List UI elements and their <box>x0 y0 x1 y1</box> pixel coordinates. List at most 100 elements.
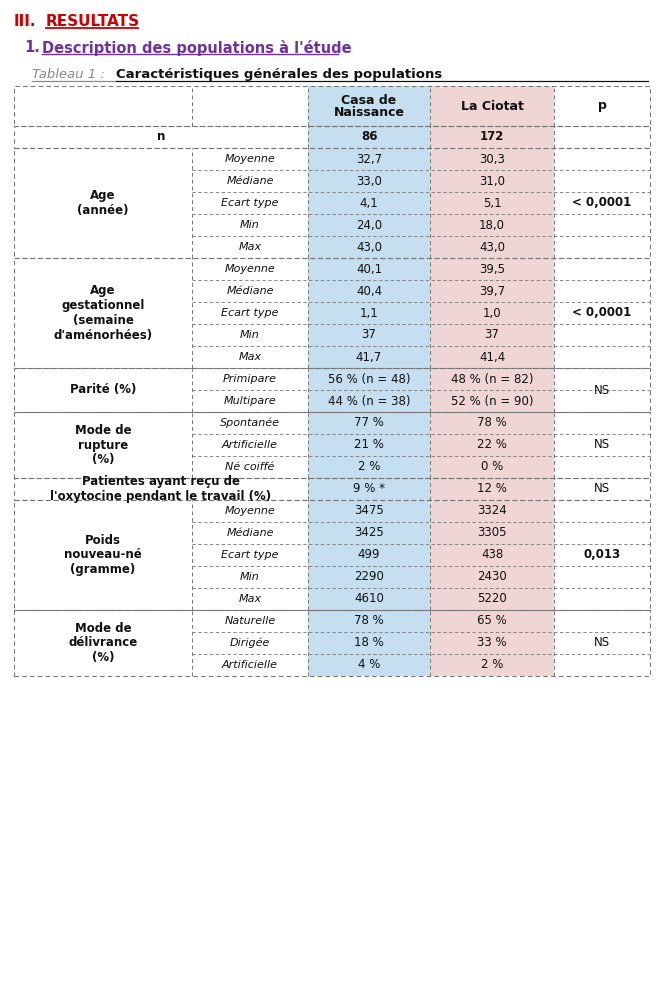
Text: Poids
nouveau-né
(gramme): Poids nouveau-né (gramme) <box>64 534 142 576</box>
Text: 33,0: 33,0 <box>356 175 382 187</box>
Bar <box>308 478 430 500</box>
Bar <box>308 368 430 412</box>
Text: 33 %: 33 % <box>477 637 507 650</box>
Text: 4610: 4610 <box>354 592 384 605</box>
Bar <box>430 610 554 676</box>
Text: 37: 37 <box>484 328 500 341</box>
Bar <box>430 86 554 126</box>
Text: 2 %: 2 % <box>481 659 503 672</box>
Text: 41,7: 41,7 <box>356 350 382 363</box>
Bar <box>14 148 650 258</box>
Bar <box>14 478 650 500</box>
Text: 5,1: 5,1 <box>483 196 502 209</box>
Text: Artificielle: Artificielle <box>222 440 278 450</box>
Text: Ecart type: Ecart type <box>221 198 279 208</box>
Bar <box>430 126 554 148</box>
Text: 499: 499 <box>358 549 380 561</box>
Bar <box>308 412 430 478</box>
Text: 3475: 3475 <box>354 505 384 518</box>
Text: Max: Max <box>238 352 261 362</box>
Text: 0,013: 0,013 <box>584 549 620 561</box>
Bar <box>430 500 554 610</box>
Text: 3305: 3305 <box>478 527 507 540</box>
Text: Mode de
rupture
(%): Mode de rupture (%) <box>75 424 131 466</box>
Text: 3425: 3425 <box>354 527 384 540</box>
Text: 78 %: 78 % <box>477 417 507 430</box>
Text: 78 %: 78 % <box>354 614 384 628</box>
Text: Casa de: Casa de <box>342 93 397 106</box>
Text: 48 % (n = 82): 48 % (n = 82) <box>451 373 533 386</box>
Text: 18 %: 18 % <box>354 637 384 650</box>
Text: 4,1: 4,1 <box>360 196 378 209</box>
Text: 3324: 3324 <box>477 505 507 518</box>
Text: Spontanée: Spontanée <box>220 418 280 429</box>
Text: NS: NS <box>594 637 610 650</box>
Text: Min: Min <box>240 572 260 582</box>
Text: 37: 37 <box>362 328 376 341</box>
Text: Mode de
délivrance
(%): Mode de délivrance (%) <box>69 622 137 665</box>
Text: NS: NS <box>594 482 610 495</box>
Text: 32,7: 32,7 <box>356 153 382 166</box>
Bar <box>14 86 650 126</box>
Text: n: n <box>157 131 165 144</box>
Bar <box>308 258 430 368</box>
Text: Max: Max <box>238 242 261 252</box>
Text: Moyenne: Moyenne <box>225 154 275 164</box>
Text: NS: NS <box>594 384 610 397</box>
Text: Naissance: Naissance <box>334 106 404 119</box>
Bar <box>430 258 554 368</box>
Text: 41,4: 41,4 <box>479 350 505 363</box>
Text: 172: 172 <box>480 131 504 144</box>
Text: 2290: 2290 <box>354 570 384 583</box>
Text: Tableau 1 :: Tableau 1 : <box>32 68 109 81</box>
Text: Moyenne: Moyenne <box>225 264 275 274</box>
Text: Caractéristiques générales des populations: Caractéristiques générales des populatio… <box>116 68 442 81</box>
Bar <box>308 148 430 258</box>
Text: RESULTATS: RESULTATS <box>46 14 140 29</box>
Text: La Ciotat: La Ciotat <box>460 99 524 112</box>
Text: 9 % *: 9 % * <box>353 482 385 495</box>
Bar <box>308 126 430 148</box>
Text: 65 %: 65 % <box>477 614 507 628</box>
Text: p: p <box>598 99 606 112</box>
Text: < 0,0001: < 0,0001 <box>572 196 632 209</box>
Text: 18,0: 18,0 <box>479 218 505 231</box>
Bar <box>430 478 554 500</box>
Bar <box>14 368 650 412</box>
Text: Parité (%): Parité (%) <box>70 384 136 397</box>
Bar <box>14 500 650 610</box>
Text: Artificielle: Artificielle <box>222 660 278 670</box>
Text: Médiane: Médiane <box>226 176 273 186</box>
Text: 24,0: 24,0 <box>356 218 382 231</box>
Text: 1.: 1. <box>24 40 40 55</box>
Bar <box>14 258 650 368</box>
Bar <box>14 610 650 676</box>
Text: 1,1: 1,1 <box>360 307 378 319</box>
Text: 21 %: 21 % <box>354 438 384 451</box>
Text: 1,0: 1,0 <box>483 307 502 319</box>
Bar <box>308 500 430 610</box>
Text: NS: NS <box>594 438 610 451</box>
Bar <box>14 126 650 148</box>
Text: 43,0: 43,0 <box>356 240 382 254</box>
Bar <box>430 412 554 478</box>
Text: 52 % (n = 90): 52 % (n = 90) <box>451 395 533 408</box>
Bar <box>308 86 430 126</box>
Text: 5220: 5220 <box>477 592 507 605</box>
Text: Patientes ayant reçu de
l'oxytocine pendant le travail (%): Patientes ayant reçu de l'oxytocine pend… <box>51 475 271 503</box>
Text: Dirigée: Dirigée <box>230 638 270 648</box>
Text: 12 %: 12 % <box>477 482 507 495</box>
Text: 2 %: 2 % <box>358 460 380 473</box>
Text: 39,7: 39,7 <box>479 285 505 298</box>
Text: Primipare: Primipare <box>223 374 277 384</box>
Bar <box>430 368 554 412</box>
Text: 44 % (n = 38): 44 % (n = 38) <box>327 395 410 408</box>
Text: Min: Min <box>240 220 260 230</box>
Bar <box>14 412 650 478</box>
Text: III.: III. <box>14 14 37 29</box>
Text: Max: Max <box>238 594 261 604</box>
Text: 0 %: 0 % <box>481 460 503 473</box>
Text: Ecart type: Ecart type <box>221 308 279 318</box>
Text: 39,5: 39,5 <box>479 263 505 276</box>
Text: 86: 86 <box>361 131 378 144</box>
